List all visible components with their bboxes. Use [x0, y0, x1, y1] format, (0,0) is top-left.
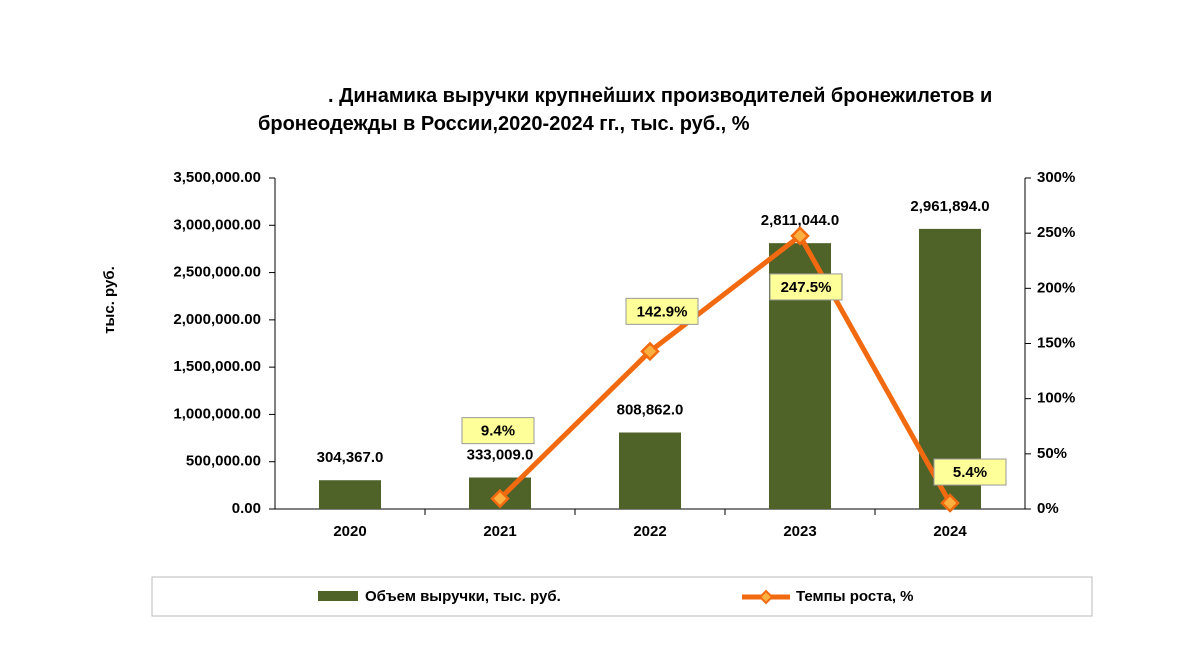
value-label-box	[625, 297, 699, 325]
marker	[940, 493, 960, 513]
y2-tick-label: 150%	[1037, 334, 1075, 351]
line-value-label: 5.4%	[953, 464, 987, 481]
x-tick-label: 2022	[633, 523, 666, 540]
y2-tick-label: 100%	[1037, 390, 1075, 407]
legend-label: Объем выручки, тыс. руб.	[365, 588, 561, 605]
legend-marker	[758, 589, 774, 605]
bar-value-label: 2,961,894.0	[910, 198, 989, 215]
legend-swatch	[318, 591, 358, 601]
marker	[640, 341, 660, 362]
marker	[490, 488, 510, 509]
y2-tick-label: 0%	[1037, 500, 1059, 517]
y2-tick-label: 300%	[1037, 169, 1075, 186]
y-axis-label: тыс. руб.	[101, 266, 118, 334]
legend-label: Темпы роста, %	[796, 588, 914, 605]
bar	[619, 432, 681, 509]
y-tick-label: 500,000.00	[186, 453, 261, 470]
bar-value-label: 2,811,044.0	[761, 212, 839, 229]
line	[498, 233, 953, 505]
y-tick-label: 3,000,000.00	[173, 216, 261, 233]
y-tick-label: 3,500,000.00	[173, 169, 261, 186]
y-tick-label: 0.00	[232, 500, 261, 517]
bar-value-label: 333,009.0	[467, 446, 534, 463]
value-label-box	[769, 273, 843, 301]
line-value-label: 9.4%	[481, 423, 515, 440]
chart-title: . Динамика выручки крупнейших производит…	[258, 85, 993, 135]
line-value-label: 247.5%	[781, 279, 832, 296]
y-tick-label: 1,000,000.00	[173, 405, 261, 422]
x-tick-label: 2021	[483, 523, 516, 540]
bar-value-label: 304,367.0	[317, 449, 384, 466]
value-label-box	[933, 458, 1007, 486]
legend-box	[151, 576, 1093, 617]
bar	[319, 480, 381, 509]
y-tick-label: 1,500,000.00	[173, 358, 261, 375]
y2-tick-label: 50%	[1037, 445, 1067, 462]
line-value-label: 142.9%	[637, 303, 688, 320]
bar-value-label: 808,862.0	[617, 401, 684, 418]
y-tick-label: 2,000,000.00	[173, 311, 261, 328]
x-tick-label: 2020	[333, 523, 366, 540]
marker	[790, 226, 810, 246]
x-tick-label: 2023	[783, 523, 816, 540]
y-tick-label: 2,500,000.00	[173, 264, 261, 281]
y2-tick-label: 200%	[1037, 279, 1075, 296]
x-tick-label: 2024	[933, 523, 967, 540]
y2-tick-label: 250%	[1037, 224, 1075, 241]
value-label-box	[461, 417, 535, 445]
